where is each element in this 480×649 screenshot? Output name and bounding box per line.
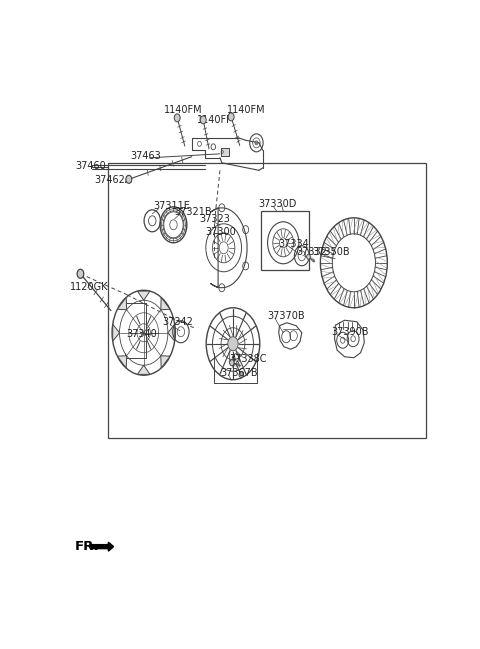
Polygon shape bbox=[168, 324, 175, 341]
Text: 37338C: 37338C bbox=[229, 354, 267, 364]
Text: 37460: 37460 bbox=[76, 161, 107, 171]
Circle shape bbox=[77, 269, 84, 278]
Circle shape bbox=[307, 254, 311, 260]
Circle shape bbox=[200, 116, 206, 124]
FancyArrow shape bbox=[91, 542, 114, 551]
Polygon shape bbox=[113, 324, 120, 341]
Circle shape bbox=[229, 360, 234, 366]
Circle shape bbox=[126, 175, 132, 183]
Circle shape bbox=[228, 337, 238, 350]
Text: 37332: 37332 bbox=[296, 247, 327, 257]
Text: 37330D: 37330D bbox=[259, 199, 297, 209]
Text: 37342: 37342 bbox=[163, 317, 193, 326]
Text: 37321B: 37321B bbox=[175, 207, 212, 217]
Text: 37367B: 37367B bbox=[221, 368, 258, 378]
Polygon shape bbox=[117, 356, 127, 368]
Polygon shape bbox=[117, 297, 127, 310]
Text: 37334: 37334 bbox=[279, 239, 310, 249]
Text: 37462A: 37462A bbox=[94, 175, 132, 185]
Bar bbox=[221, 149, 229, 156]
Polygon shape bbox=[161, 356, 170, 368]
Bar bbox=[108, 163, 426, 437]
Text: 37311E: 37311E bbox=[153, 201, 190, 211]
Circle shape bbox=[228, 113, 234, 121]
Polygon shape bbox=[161, 297, 170, 310]
Text: 1140FM: 1140FM bbox=[164, 105, 203, 116]
Polygon shape bbox=[137, 291, 150, 300]
Circle shape bbox=[239, 372, 243, 378]
Circle shape bbox=[255, 141, 258, 145]
Bar bbox=[261, 211, 309, 270]
Text: 37370B: 37370B bbox=[267, 311, 305, 321]
Text: 37390B: 37390B bbox=[331, 326, 368, 337]
Text: 1140FM: 1140FM bbox=[227, 105, 265, 116]
Text: 37350B: 37350B bbox=[312, 247, 350, 257]
Text: 1120GK: 1120GK bbox=[71, 282, 109, 292]
Text: 37463: 37463 bbox=[131, 151, 161, 161]
Circle shape bbox=[174, 114, 180, 122]
Text: 37323: 37323 bbox=[200, 214, 230, 224]
Text: 1140FF: 1140FF bbox=[197, 115, 233, 125]
Text: 37340: 37340 bbox=[126, 329, 157, 339]
Polygon shape bbox=[137, 365, 150, 374]
Text: 37300: 37300 bbox=[205, 227, 236, 237]
Text: FR.: FR. bbox=[75, 540, 100, 553]
